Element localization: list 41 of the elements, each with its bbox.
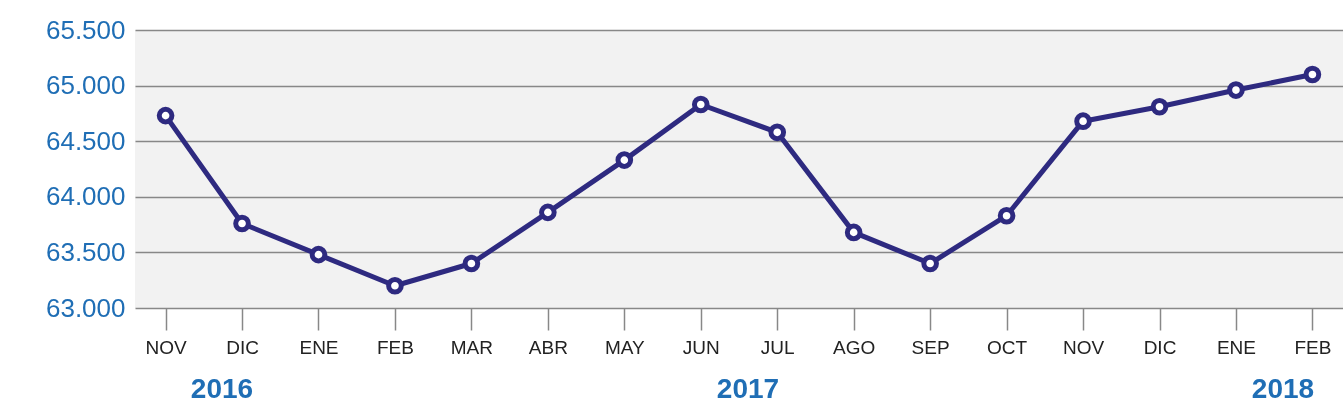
x-tick-label: OCT — [987, 336, 1028, 358]
point — [768, 123, 787, 142]
point — [921, 254, 939, 273]
point — [1227, 81, 1245, 99]
point — [309, 245, 328, 264]
point — [997, 206, 1016, 225]
text: 2018 — [1251, 373, 1315, 404]
x-tick-label: ENE — [299, 336, 339, 358]
x-tick-label: JUL — [760, 336, 795, 358]
point — [386, 276, 404, 295]
point — [539, 203, 557, 222]
x-tick-label: NOV — [1062, 336, 1105, 358]
point — [1074, 112, 1092, 130]
text: 2016 — [190, 373, 254, 404]
y-tick-label: 64.500 — [45, 125, 126, 156]
x-tick-label: FEB — [1294, 336, 1332, 358]
point — [844, 223, 863, 242]
text: 2017 — [716, 373, 780, 404]
y-tick-label: 65.000 — [45, 70, 126, 101]
point — [691, 95, 710, 114]
y-tick-label: 65.500 — [45, 14, 126, 45]
x-tick-label: MAR — [450, 336, 494, 358]
x-tick-label: DIC — [226, 336, 259, 358]
x-tick-label: DIC — [1143, 336, 1177, 358]
x-tick-label: MAY — [604, 336, 646, 358]
y-tick-label: 63.000 — [45, 292, 126, 323]
y-tick-label: 63.500 — [45, 236, 126, 267]
x-tick-label: ENE — [1216, 336, 1256, 358]
x-tick-label: JUN — [682, 336, 720, 358]
x-tick-label: AGO — [833, 336, 876, 358]
y-tick-label: 64.000 — [45, 181, 126, 212]
x-tick-label: FEB — [376, 336, 414, 358]
point — [462, 254, 481, 273]
point — [233, 214, 251, 233]
point — [156, 106, 175, 125]
x-tick-label: SEP — [911, 336, 950, 358]
x-tick-label: NOV — [145, 336, 187, 358]
point — [615, 151, 634, 169]
x-tick-label: ABR — [528, 336, 568, 358]
point — [1150, 97, 1169, 116]
point — [1303, 65, 1322, 84]
